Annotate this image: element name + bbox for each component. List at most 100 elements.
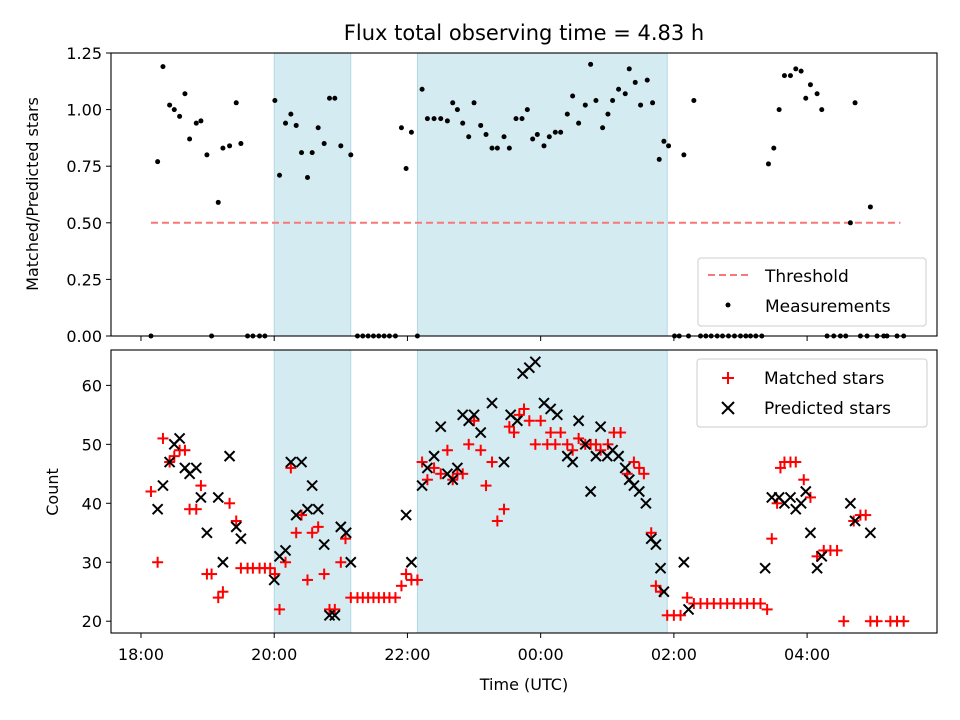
- measurement-point: [460, 120, 466, 126]
- measurement-point: [513, 116, 519, 122]
- predicted-marker-b: [816, 550, 828, 563]
- measurement-point: [348, 152, 354, 158]
- predicted-star-point: [340, 527, 352, 539]
- measurement-point: [681, 152, 687, 158]
- predicted-marker-b: [468, 409, 480, 421]
- predicted-star-point: [572, 415, 585, 427]
- top-y-tick-label: 0.00: [66, 327, 102, 346]
- bottom-shaded-span: [417, 349, 668, 634]
- predicted-marker-b: [773, 491, 785, 504]
- matched-star-point: [421, 474, 433, 486]
- predicted-marker-b: [804, 527, 817, 539]
- bottom-plot-frame: [110, 349, 938, 634]
- predicted-marker-b: [335, 521, 347, 533]
- measurement-point: [326, 95, 332, 101]
- bottom-x-tick-label: 04:00: [784, 645, 830, 664]
- predicted-marker-b: [538, 397, 550, 409]
- matched-star-point: [224, 497, 236, 509]
- measurement-point: [450, 100, 456, 106]
- matched-star-point: [790, 456, 802, 468]
- predicted-marker-b: [594, 420, 607, 433]
- bottom-x-ticks: 18:00 20:00 22:00 00:00 02:00 04:00: [118, 633, 830, 664]
- predicted-marker-b: [800, 485, 812, 498]
- bottom-xlabel: Time (UTC): [479, 675, 568, 694]
- matched-star-point: [590, 438, 602, 450]
- top-shaded-span: [273, 52, 352, 337]
- measurement-point: [644, 77, 650, 83]
- bottom-legend: Matched stars Predicted stars: [696, 358, 928, 428]
- bottom-ylabel: Count: [43, 468, 62, 516]
- predicted-star-point: [566, 456, 579, 468]
- measurement-point: [765, 161, 771, 167]
- matched-star-point: [549, 438, 561, 450]
- predicted-marker-b: [173, 432, 186, 445]
- measurement-point: [610, 98, 616, 104]
- measurement-point: [638, 102, 644, 108]
- top-title: Flux total observing time = 4.83 h: [344, 21, 704, 45]
- measurement-point: [187, 136, 193, 142]
- matched-star-point: [518, 403, 530, 415]
- measurement-point: [616, 86, 622, 92]
- measurement-point: [315, 125, 321, 131]
- predicted-marker-b: [551, 409, 564, 421]
- measurement-point: [501, 134, 507, 140]
- predicted-marker-b: [650, 538, 662, 551]
- matched-star-point: [535, 415, 547, 427]
- matched-star-point: [523, 415, 535, 427]
- predicted-star-point: [173, 432, 186, 445]
- predicted-marker-b: [628, 479, 640, 492]
- top-legend: Threshold Measurements: [697, 257, 927, 327]
- predicted-star-point: [849, 515, 861, 527]
- matched-star-point: [567, 444, 579, 456]
- measurement-point: [155, 159, 161, 165]
- matched-star-point: [280, 556, 292, 568]
- predicted-marker-b: [441, 468, 454, 480]
- matched-star-point: [650, 580, 662, 592]
- predicted-star-point: [405, 556, 418, 568]
- measurement-point: [776, 107, 782, 113]
- predicted-star-point: [784, 491, 797, 504]
- measurement-point: [198, 118, 204, 124]
- predicted-star-point: [217, 556, 229, 568]
- predicted-marker-b: [345, 556, 357, 568]
- predicted-marker-b: [504, 409, 517, 421]
- matched-star-point: [595, 444, 607, 456]
- matched-star-point: [302, 574, 314, 586]
- matched-star-point: [152, 556, 164, 568]
- measurement-point: [408, 129, 414, 135]
- predicted-star-point: [212, 491, 224, 504]
- matched-star-point: [179, 444, 191, 456]
- predicted-star-point: [163, 456, 176, 468]
- measurement-point: [781, 73, 787, 79]
- measurement-point: [220, 145, 226, 151]
- predicted-star-point: [306, 479, 318, 492]
- measurement-point: [546, 134, 552, 140]
- measurement-point: [605, 111, 611, 117]
- top-y-tick-label: 0.50: [66, 214, 102, 233]
- matched-star-point: [831, 544, 843, 556]
- predicted-marker-b: [633, 485, 645, 498]
- measurement-point: [227, 143, 233, 149]
- measurement-point: [182, 91, 188, 97]
- predicted-marker-b: [421, 462, 434, 474]
- predicted-star-point: [612, 450, 625, 462]
- predicted-marker-b: [340, 527, 352, 539]
- measurement-point: [471, 100, 477, 106]
- matched-star-point: [555, 427, 567, 439]
- measurement-point: [798, 68, 804, 74]
- matched-star-point: [435, 468, 447, 480]
- predicted-star-point: [416, 479, 428, 492]
- measurement-point: [431, 116, 437, 122]
- predicted-marker-b: [498, 456, 510, 468]
- predicted-star-point: [594, 420, 607, 433]
- predicted-star-point: [640, 497, 652, 509]
- predicted-marker-b: [572, 415, 585, 427]
- top-legend-box: [697, 257, 927, 327]
- measurement-point: [530, 136, 536, 142]
- predicted-marker-b: [640, 497, 652, 509]
- predicted-star-point: [678, 556, 690, 568]
- matched-star-point: [628, 456, 640, 468]
- predicted-marker-b: [566, 456, 579, 468]
- matched-star-point: [318, 568, 330, 580]
- predicted-marker-b: [529, 356, 542, 368]
